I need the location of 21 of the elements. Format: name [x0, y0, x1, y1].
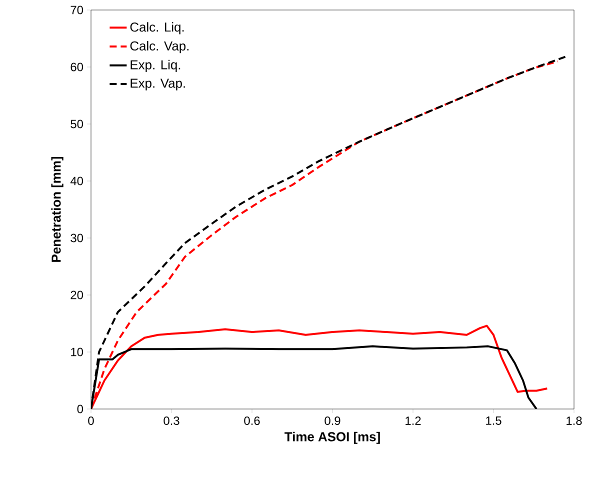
x-tick-label: 1.2	[406, 416, 421, 425]
y-tick-label: 10	[71, 348, 84, 356]
x-axis-title: Time ASOI [ms]	[284, 432, 380, 444]
y-tick-label: 30	[70, 234, 84, 242]
x-tick-label: 0.3	[164, 416, 180, 425]
x-tick-label: 0.6	[244, 416, 260, 425]
legend-label: Exp. Liq.	[130, 60, 180, 72]
legend-label: Exp. Vap.	[130, 78, 185, 90]
y-tick-label: 20	[70, 290, 84, 300]
legend-label: Calc. Vap.	[130, 41, 188, 54]
y-axis-title: Penetration [mm]	[51, 156, 64, 262]
y-tick-label: 0	[77, 404, 84, 414]
x-tick-label: 1.5	[486, 416, 502, 425]
x-tick-label: 0	[88, 416, 94, 425]
y-tick-label: 40	[70, 176, 84, 186]
y-tick-label: 70	[70, 6, 84, 14]
x-tick-label: 0.9	[324, 416, 340, 425]
legend-label: Calc. Liq.	[130, 22, 184, 34]
x-tick-label: 1.8	[566, 416, 582, 425]
y-tick-label: 50	[70, 120, 84, 128]
y-tick-label: 60	[70, 62, 84, 72]
